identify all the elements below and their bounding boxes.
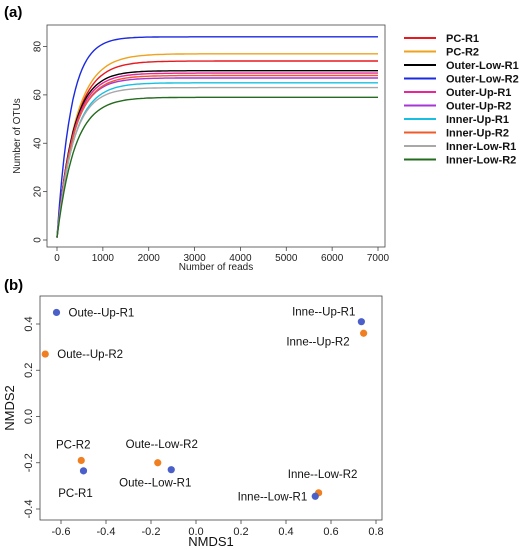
rarefaction-plot: 0 1000 2000 3000 4000 5000 6000 7000 0 20 40 60 80 Nu… bbox=[12, 24, 390, 273]
point-label: Oute--Up-R1 bbox=[69, 307, 135, 319]
y-tick-label: 60 bbox=[33, 89, 44, 101]
legend-entry: PC-R1 bbox=[446, 33, 479, 45]
point-label: PC-R2 bbox=[56, 439, 91, 451]
data-point bbox=[167, 466, 175, 474]
data-point bbox=[154, 459, 162, 467]
point-label: Oute--Low-R1 bbox=[119, 478, 191, 490]
legend-entry: Outer-Up-R2 bbox=[446, 101, 511, 113]
point-label: Inne--Low-R1 bbox=[238, 491, 308, 503]
legend-entry: PC-R2 bbox=[446, 47, 479, 59]
y-tick-label: 0.2 bbox=[23, 363, 35, 378]
x-tick-label: 6000 bbox=[321, 253, 344, 264]
y-tick-label: -0.2 bbox=[23, 453, 35, 472]
x-tick-label: 0.6 bbox=[323, 526, 338, 538]
point-label: Oute--Up-R2 bbox=[57, 349, 123, 361]
data-point bbox=[79, 467, 88, 475]
series-line bbox=[56, 36, 378, 238]
plot-frame bbox=[46, 24, 386, 248]
y-tick-label: 0.0 bbox=[23, 409, 35, 424]
data-point bbox=[52, 308, 61, 317]
x-tick-label: -0.6 bbox=[52, 526, 71, 538]
rarefaction-legend: PC-R1PC-R2Outer-Low-R1Outer-Low-R2Outer-… bbox=[404, 33, 519, 167]
x-tick-label: 0 bbox=[54, 253, 60, 264]
series-line bbox=[56, 77, 378, 238]
x-axis-title: NMDS1 bbox=[188, 534, 234, 549]
point-label: Inne--Low-R2 bbox=[288, 469, 358, 481]
x-tick-label: 0.0 bbox=[188, 526, 203, 538]
panel-a-label: (a) bbox=[4, 4, 22, 21]
series-line bbox=[56, 86, 378, 238]
legend-entry: Outer-Low-R1 bbox=[446, 60, 519, 72]
data-point bbox=[41, 350, 49, 358]
data-point bbox=[360, 329, 368, 337]
series-line bbox=[56, 96, 378, 238]
panel-b-label: (b) bbox=[4, 277, 23, 294]
x-tick-label: 7000 bbox=[367, 253, 390, 264]
series-line bbox=[56, 69, 378, 238]
point-label: Oute--Low-R2 bbox=[126, 439, 198, 451]
nmds-plot: -0.6 -0.4 -0.2 0.0 0.2 0.4 0.6 0.8 -0.4 -0.2 0.0 0.… bbox=[2, 295, 384, 549]
x-tick-label: -0.2 bbox=[142, 526, 161, 538]
point-label: Inne--Up-R2 bbox=[286, 336, 349, 348]
x-tick-label: 3000 bbox=[183, 253, 206, 264]
y-tick-label: 20 bbox=[33, 186, 44, 198]
series-line bbox=[56, 60, 378, 238]
y-tick-label: 0 bbox=[33, 237, 44, 243]
legend-entry: Inner-Low-R1 bbox=[446, 141, 516, 153]
y-axis-title: Number of OTUs bbox=[12, 98, 23, 174]
series-line bbox=[56, 82, 378, 238]
y-tick-label: 80 bbox=[33, 41, 44, 53]
series-line bbox=[56, 72, 378, 238]
legend-entry: Inner-Up-R1 bbox=[446, 114, 509, 126]
x-tick-label: 5000 bbox=[275, 253, 298, 264]
plot-frame bbox=[39, 295, 383, 521]
point-label: Inne--Up-R1 bbox=[292, 307, 355, 319]
y-tick-label: 0.4 bbox=[23, 316, 35, 331]
point-label: PC-R1 bbox=[58, 488, 93, 500]
data-point bbox=[311, 492, 319, 500]
legend-entry: Inner-Low-R2 bbox=[446, 155, 516, 167]
x-tick-label: 2000 bbox=[138, 253, 161, 264]
legend-entry: Outer-Up-R1 bbox=[446, 87, 511, 99]
x-tick-label: 0.2 bbox=[233, 526, 248, 538]
x-tick-label: 0.4 bbox=[278, 526, 293, 538]
series-line bbox=[56, 74, 378, 238]
x-tick-label: 1000 bbox=[92, 253, 115, 264]
y-tick-label: 40 bbox=[33, 137, 44, 149]
legend-entry: Inner-Up-R2 bbox=[446, 128, 509, 140]
data-point bbox=[357, 318, 365, 326]
legend-entry: Outer-Low-R2 bbox=[446, 74, 519, 86]
series-line bbox=[56, 53, 378, 238]
x-axis-title: Number of reads bbox=[179, 262, 253, 273]
y-tick-label: -0.4 bbox=[23, 500, 35, 519]
x-tick-label: -0.4 bbox=[97, 526, 116, 538]
x-tick-label: 0.8 bbox=[368, 526, 383, 538]
data-point bbox=[77, 456, 85, 465]
x-tick-label: 4000 bbox=[229, 253, 252, 264]
y-axis-title: NMDS2 bbox=[2, 385, 17, 431]
